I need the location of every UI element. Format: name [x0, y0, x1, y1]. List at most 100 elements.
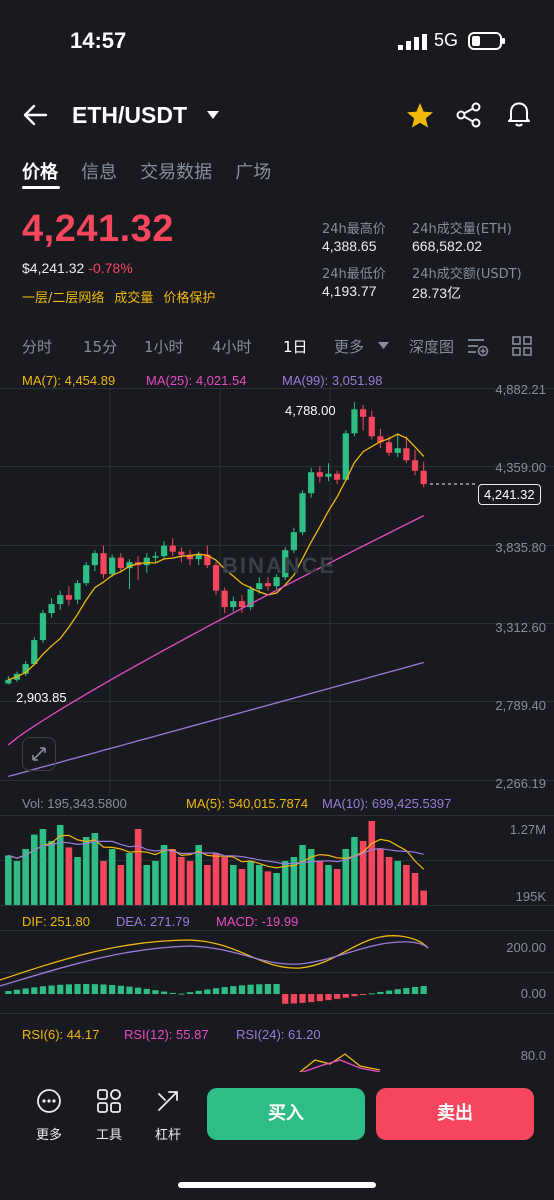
high-annotation: 4,788.00	[285, 403, 336, 418]
macd-bar	[420, 985, 427, 994]
star-icon[interactable]	[406, 102, 434, 129]
interval-15m[interactable]: 15分	[83, 338, 118, 356]
candle-body	[221, 590, 228, 608]
volume-bar	[420, 890, 427, 905]
volume-bar	[48, 841, 55, 905]
rsi-chart	[299, 1053, 381, 1074]
interval-1d[interactable]: 1日	[283, 338, 308, 356]
candle-body	[178, 551, 185, 555]
tab-price[interactable]: 价格	[22, 162, 58, 183]
buy-button[interactable]: 买入	[207, 1088, 365, 1140]
macd-bar	[230, 986, 237, 994]
more-dots-icon	[37, 1089, 61, 1113]
candlestick-chart[interactable]	[0, 388, 554, 796]
volume-bar	[143, 865, 151, 905]
rsi12-label: RSI(12): 55.87	[124, 1027, 209, 1042]
candle-body	[186, 554, 194, 560]
back-arrow-icon[interactable]	[22, 104, 48, 126]
tag-volume[interactable]: 成交量	[114, 291, 154, 306]
candle-body	[385, 442, 393, 453]
volume-bar	[255, 865, 263, 905]
fullscreen-button[interactable]	[22, 737, 56, 771]
candle-body	[394, 448, 401, 453]
last-price: 4,241.32	[22, 208, 174, 250]
volume-bar	[195, 845, 202, 905]
ma7-label: MA(7): 4,454.89	[22, 373, 116, 388]
more-button[interactable]: 更多	[24, 1088, 74, 1143]
macd-bar	[48, 985, 55, 994]
volume-bar	[22, 849, 29, 905]
tag-layer[interactable]: 一层/二层网络	[22, 291, 105, 306]
tools-button[interactable]: 工具	[84, 1088, 134, 1143]
vol-eth-label: 24h成交量(ETH)	[412, 222, 512, 237]
macd-bar	[143, 988, 150, 994]
macd-bar	[359, 994, 367, 995]
candle-body	[39, 613, 47, 641]
price-axis-tick: 3,312.60	[495, 620, 546, 635]
volume-bar	[152, 861, 159, 905]
macd-bar	[204, 989, 211, 994]
volume-bar	[299, 845, 306, 905]
candle-body	[100, 553, 107, 575]
tab-bar: 价格 信息 交易数据 广场	[22, 158, 289, 184]
volume-bar	[178, 857, 185, 905]
interval-more[interactable]: 更多	[334, 338, 365, 356]
macd-bar	[411, 986, 419, 994]
macd-bar	[377, 991, 384, 994]
candle-body	[247, 589, 254, 608]
candle-body	[74, 583, 81, 600]
expand-icon	[32, 747, 46, 761]
interval-timeshare[interactable]: 分时	[22, 338, 53, 356]
candle-body	[325, 473, 332, 477]
interval-4h[interactable]: 4小时	[212, 338, 252, 356]
macd-dif-line	[0, 935, 429, 981]
tab-trade-data[interactable]: 交易数据	[140, 162, 213, 183]
volume-chart	[0, 815, 554, 906]
vol-axis-bottom: 195K	[515, 889, 546, 904]
leverage-button[interactable]: 杠杆	[143, 1088, 193, 1143]
candle-body	[126, 562, 133, 569]
candle-body	[57, 595, 64, 605]
volume-bar	[65, 847, 73, 905]
macd-bar	[13, 989, 21, 994]
candle-body	[5, 679, 12, 684]
indicator-settings-icon[interactable]	[466, 336, 490, 358]
pair-title[interactable]: ETH/USDT	[72, 102, 187, 128]
high-value: 4,388.65	[322, 238, 377, 254]
signal-icon	[398, 34, 427, 50]
current-price-tag: 4,241.32	[478, 484, 541, 505]
interval-depth[interactable]: 深度图	[409, 338, 453, 356]
volume-bar	[333, 869, 341, 905]
dropdown-caret-icon[interactable]	[206, 110, 220, 120]
layout-grid-icon[interactable]	[512, 336, 532, 356]
interval-bar: 分时 15分 1小时 4小时 1日 更多 深度图	[22, 336, 542, 360]
share-icon[interactable]	[456, 102, 482, 128]
candle-body	[411, 460, 419, 471]
volume-bar	[204, 865, 211, 905]
candle-body	[264, 583, 272, 587]
macd-value-label: MACD: -19.99	[216, 914, 299, 929]
macd-bar	[247, 984, 254, 994]
vol-ma10-label: MA(10): 699,425.5397	[322, 796, 452, 811]
macd-bar	[91, 984, 98, 994]
tag-list: 一层/二层网络 成交量 价格保护	[22, 287, 225, 306]
tab-square[interactable]: 广场	[235, 162, 272, 183]
bell-icon[interactable]	[506, 100, 532, 128]
sell-button[interactable]: 卖出	[376, 1088, 534, 1140]
header: ETH/USDT	[0, 88, 554, 142]
tag-protection[interactable]: 价格保护	[163, 291, 216, 306]
macd-bar	[135, 987, 142, 994]
candle-body	[204, 554, 211, 566]
more-label: 更多	[35, 1128, 62, 1143]
macd-bar	[299, 994, 306, 1003]
tab-info[interactable]: 信息	[81, 162, 118, 183]
macd-bar	[39, 986, 47, 994]
macd-bar	[394, 989, 401, 994]
candle-body	[48, 604, 55, 614]
interval-1h[interactable]: 1小时	[144, 338, 184, 356]
rsi6-label: RSI(6): 44.17	[22, 1027, 100, 1042]
macd-bar	[351, 994, 358, 997]
macd-bar	[368, 993, 375, 995]
macd-bar	[57, 984, 64, 994]
tab-underline	[22, 186, 60, 189]
